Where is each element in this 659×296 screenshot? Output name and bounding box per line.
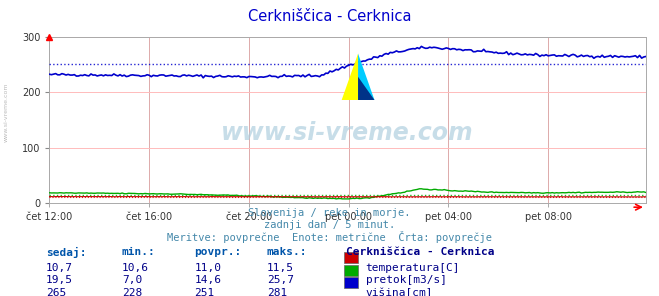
Text: 19,5: 19,5	[46, 275, 73, 285]
Text: Cerkniščica - Cerknica: Cerkniščica - Cerknica	[248, 9, 411, 25]
Text: 11,0: 11,0	[194, 263, 221, 273]
Polygon shape	[358, 77, 374, 100]
Text: 281: 281	[267, 288, 287, 296]
Text: www.si-vreme.com: www.si-vreme.com	[3, 83, 9, 142]
Text: min.:: min.:	[122, 247, 156, 257]
Text: 11,5: 11,5	[267, 263, 294, 273]
Text: višina[cm]: višina[cm]	[366, 288, 433, 296]
Text: maks.:: maks.:	[267, 247, 307, 257]
Polygon shape	[341, 54, 358, 100]
Text: 251: 251	[194, 288, 215, 296]
Text: www.si-vreme.com: www.si-vreme.com	[221, 121, 474, 145]
Text: Cerkniščica - Cerknica: Cerkniščica - Cerknica	[346, 247, 494, 257]
Text: sedaj:: sedaj:	[46, 247, 86, 258]
Text: Slovenija / reke in morje.: Slovenija / reke in morje.	[248, 208, 411, 218]
Text: pretok[m3/s]: pretok[m3/s]	[366, 275, 447, 285]
Text: 10,7: 10,7	[46, 263, 73, 273]
Text: 265: 265	[46, 288, 67, 296]
Text: 25,7: 25,7	[267, 275, 294, 285]
Text: temperatura[C]: temperatura[C]	[366, 263, 460, 273]
Text: Meritve: povprečne  Enote: metrične  Črta: povprečje: Meritve: povprečne Enote: metrične Črta:…	[167, 231, 492, 244]
Polygon shape	[358, 54, 374, 100]
Text: povpr.:: povpr.:	[194, 247, 242, 257]
Text: 10,6: 10,6	[122, 263, 149, 273]
Text: 228: 228	[122, 288, 142, 296]
Text: 7,0: 7,0	[122, 275, 142, 285]
Text: 14,6: 14,6	[194, 275, 221, 285]
Text: zadnji dan / 5 minut.: zadnji dan / 5 minut.	[264, 220, 395, 230]
